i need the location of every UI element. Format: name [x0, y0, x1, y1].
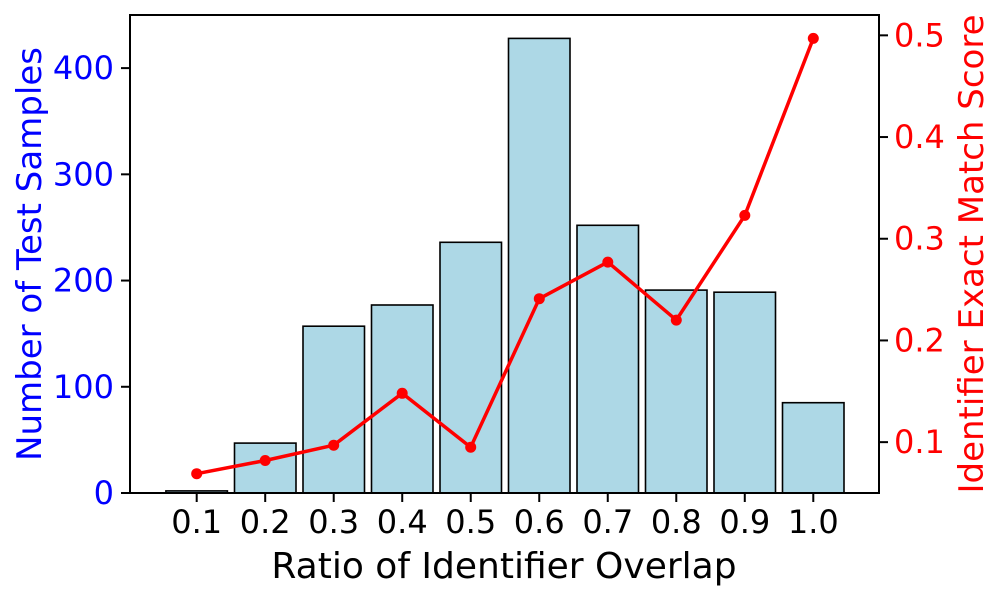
tick-labels-group: 0.1 0.2 0.3 0.4 0.5 0.6 0.7 0.8 0.9 1.0 0 100 200 300…: [53, 16, 945, 541]
score-point-0.3: [328, 439, 340, 451]
right-y-tick-label: 0.3: [894, 220, 945, 258]
score-point-0.4: [396, 387, 408, 399]
right-y-tick-label: 0.5: [894, 16, 945, 54]
right-y-axis-label: Identifier Exact Match Score: [952, 14, 992, 493]
left-y-tick-label: 200: [53, 262, 114, 300]
score-point-0.2: [259, 455, 271, 466]
plot-border: [129, 14, 880, 494]
left-y-axis-label: Number of Test Samples: [10, 47, 50, 461]
x-tick-label: 0.2: [240, 503, 291, 541]
left-y-tick-label: 100: [53, 368, 114, 406]
bar-0.6: [507, 37, 571, 494]
bar-0.4: [370, 304, 434, 494]
x-tick-label: 0.3: [308, 503, 359, 541]
x-tick-label: 0.5: [445, 503, 496, 541]
score-point-0.8: [670, 314, 682, 326]
x-axis-label: Ratio of Identifier Overlap: [271, 546, 736, 587]
right-y-tick-label: 0.4: [894, 118, 945, 156]
score-point-0.7: [602, 256, 614, 268]
bar-1.0: [781, 401, 845, 494]
x-tick-label: 0.7: [582, 503, 633, 541]
score-point-0.5: [465, 441, 477, 453]
bar-0.9: [713, 291, 777, 494]
x-tick-label: 0.6: [514, 503, 565, 541]
x-tick-label: 0.8: [651, 503, 702, 541]
x-tick-label: 0.1: [171, 503, 222, 541]
bar-0.2: [233, 442, 297, 494]
bar-0.5: [439, 241, 503, 494]
left-y-tick-label: 400: [53, 49, 114, 87]
bar-0.3: [302, 325, 366, 494]
x-tick-label: 0.9: [719, 503, 770, 541]
score-point-0.1: [191, 468, 203, 480]
score-point-0.6: [533, 293, 545, 305]
axes-group: [121, 14, 888, 502]
bar-0.7: [576, 224, 640, 494]
left-y-tick-label: 0: [94, 474, 114, 512]
right-y-tick-label: 0.1: [894, 423, 945, 461]
score-point-1.0: [807, 32, 819, 44]
x-tick-label: 1.0: [788, 503, 839, 541]
score-line-group: [191, 32, 819, 480]
bars-group: [165, 37, 845, 494]
right-y-tick-label: 0.2: [894, 321, 945, 359]
score-line: [194, 36, 816, 476]
left-y-tick-label: 300: [53, 155, 114, 193]
score-point-0.9: [739, 209, 751, 221]
x-tick-label: 0.4: [377, 503, 428, 541]
